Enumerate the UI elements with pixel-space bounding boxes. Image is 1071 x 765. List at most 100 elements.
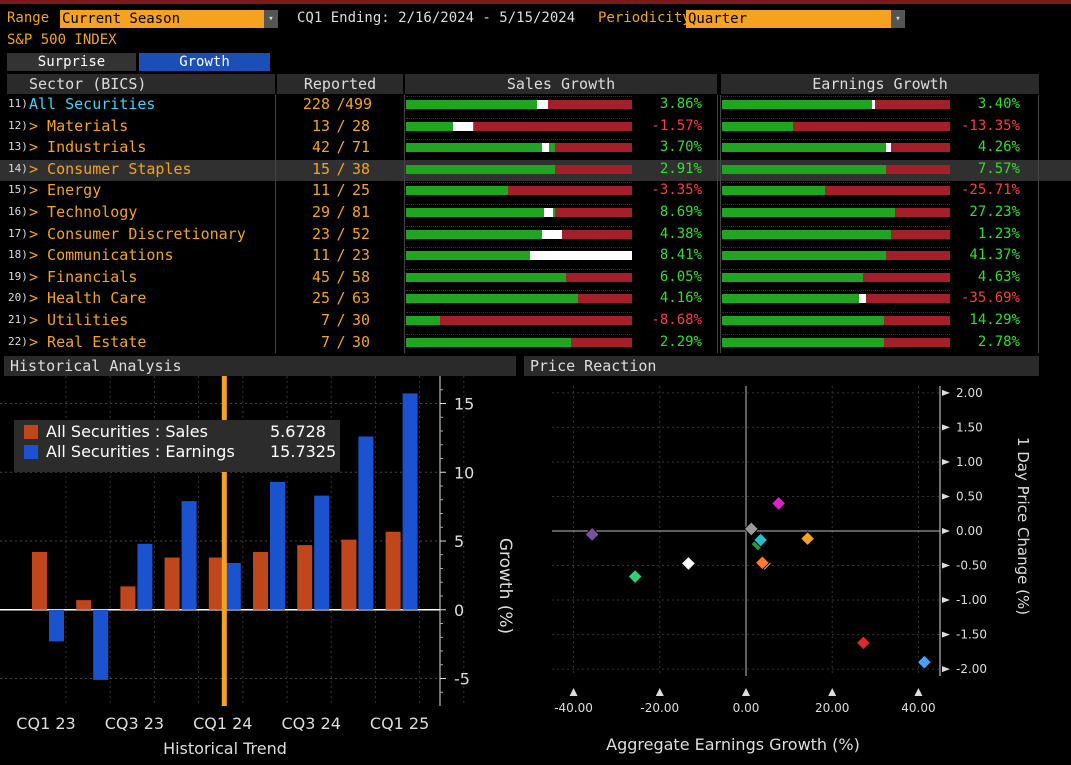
earn-bar-gridline xyxy=(722,333,950,336)
sales-bar-fill xyxy=(406,143,555,153)
legend-swatch xyxy=(24,445,38,459)
reported-count: 42 xyxy=(311,138,330,157)
sector-name[interactable]: > Health Care xyxy=(29,289,147,308)
x-tick-marker xyxy=(914,688,923,696)
earn-bar-gridline xyxy=(722,160,950,163)
highlight-cursor xyxy=(221,376,227,706)
sector-name[interactable]: All Securities xyxy=(29,95,156,113)
y-tick-label: -1.50 xyxy=(956,628,987,642)
sales-bar-track xyxy=(406,160,632,174)
header-sector[interactable]: Sector (BICS) xyxy=(7,74,275,94)
reported-count: 15 xyxy=(311,159,330,178)
earn-bar-gridline xyxy=(722,268,950,271)
sector-name[interactable]: > Communications xyxy=(29,246,174,265)
historical-analysis-title: Historical Analysis xyxy=(4,356,516,376)
table-row[interactable]: 16) > Technology 29 / 81 8.69% 27.23% xyxy=(0,203,1071,225)
sector-name[interactable]: > Consumer Staples xyxy=(29,159,192,178)
table-row[interactable]: 19) > Financials 45 / 58 6.05% 4.63% xyxy=(0,268,1071,290)
table-row[interactable]: 13) > Industrials 42 / 71 3.70% 4.26% xyxy=(0,138,1071,160)
sales-bar-gridline xyxy=(406,333,632,336)
earnings-bar xyxy=(49,609,64,642)
table-row[interactable]: 18) > Communications 11 / 23 8.41% 41.37% xyxy=(0,246,1071,268)
reported-total: 81 xyxy=(351,203,370,221)
x-tick-marker xyxy=(828,688,837,696)
earn-bar-track xyxy=(722,268,950,282)
sales-bar-track xyxy=(406,182,632,196)
earn-bar-fill xyxy=(722,229,891,239)
table-row[interactable]: 14) > Consumer Staples 15 / 38 2.91% 7.57% xyxy=(0,159,1071,182)
tab-surprise[interactable]: Surprise xyxy=(7,53,136,71)
reported-slash: / xyxy=(336,289,346,308)
periodicity-dropdown[interactable]: Quarter xyxy=(686,10,892,28)
row-number: 17) xyxy=(8,226,28,240)
earnings-growth-value: 14.29% xyxy=(969,312,1020,328)
periodicity-label: Periodicity xyxy=(598,10,691,26)
sales-bar-marker xyxy=(537,100,548,109)
x-tick-label: CQ3 23 xyxy=(105,714,164,733)
header-earnings-growth[interactable]: Earnings Growth xyxy=(721,74,1039,94)
earn-bar-gridline xyxy=(722,247,950,249)
y-tick-marker xyxy=(942,493,950,500)
sector-name[interactable]: > Energy xyxy=(29,181,102,200)
range-dropdown[interactable]: Current Season xyxy=(60,10,266,28)
scatter-point xyxy=(916,654,933,670)
earn-bar-gridline xyxy=(722,204,950,206)
y-axis-title: 1 Day Price Change (%) xyxy=(1014,437,1032,615)
earnings-bar xyxy=(225,563,241,610)
earn-bar-track xyxy=(722,225,950,239)
header-sales-growth[interactable]: Sales Growth xyxy=(405,74,717,94)
earn-bar-track xyxy=(722,182,950,196)
sector-name[interactable]: > Financials xyxy=(29,267,138,286)
y-tick-label: -5 xyxy=(454,670,470,689)
table-row[interactable]: 15) > Energy 11 / 25 -3.35% -25.71% xyxy=(0,181,1071,203)
earn-bar-track xyxy=(722,160,950,174)
earn-bar-track xyxy=(722,290,950,304)
table-row[interactable]: 17) > Consumer Discretionary 23 / 52 4.38% 1.2… xyxy=(0,225,1071,247)
sales-growth-value: 3.70% xyxy=(659,139,702,156)
x-tick-label: -20.00 xyxy=(640,701,679,715)
y-tick-marker xyxy=(942,597,950,604)
tab-growth[interactable]: Growth xyxy=(139,53,270,71)
y-tick-marker xyxy=(942,389,950,396)
sector-name[interactable]: > Utilities xyxy=(29,311,129,329)
earnings-growth-value: 3.40% xyxy=(977,96,1020,112)
sales-bar-gridline xyxy=(406,117,632,120)
index-name: S&P 500 INDEX xyxy=(7,32,117,48)
header-reported[interactable]: Reported xyxy=(277,74,403,94)
table-row[interactable]: 21) > Utilities 7 / 30 -8.68% 14.29% xyxy=(0,311,1071,333)
table-row[interactable]: 20) > Health Care 25 / 63 4.16% -35.69% xyxy=(0,289,1071,311)
reported-total: 30 xyxy=(351,332,370,351)
periodicity-dropdown-arrow-icon[interactable]: ▾ xyxy=(891,10,905,28)
x-tick-label: 20.00 xyxy=(815,701,849,715)
scatter-point xyxy=(799,530,816,547)
sales-bar-gridline xyxy=(406,139,632,141)
row-number: 19) xyxy=(8,269,28,283)
table-row[interactable]: 22) > Real Estate 7 / 30 2.29% 2.78% xyxy=(0,333,1071,355)
row-number: 12) xyxy=(8,118,28,132)
range-dropdown-arrow-icon[interactable]: ▾ xyxy=(264,10,278,28)
reported-total: 23 xyxy=(351,246,370,265)
earn-bar-fill xyxy=(722,208,895,217)
sales-bar-gridline xyxy=(406,247,632,249)
sales-bar-gridline xyxy=(406,312,632,314)
sales-bar-track xyxy=(406,312,632,325)
table-row[interactable]: 12) > Materials 13 / 28 -1.57% -13.35% xyxy=(0,117,1071,139)
table-row[interactable]: 11) All Securities 228 /499 3.86% 3.40% xyxy=(0,95,1071,117)
sector-name[interactable]: > Real Estate xyxy=(29,332,147,351)
legend-label: All Securities : Sales xyxy=(46,422,208,441)
sector-name[interactable]: > Industrials xyxy=(29,138,147,157)
earn-bar-fill xyxy=(722,164,886,174)
sector-name[interactable]: > Materials xyxy=(29,116,129,135)
sales-bar-track xyxy=(406,268,632,282)
sales-bar-fill xyxy=(406,272,566,282)
earnings-growth-value: 7.57% xyxy=(977,160,1020,177)
earn-bar-fill xyxy=(722,294,859,304)
price-reaction-title: Price Reaction xyxy=(524,356,1039,376)
reported-total: 25 xyxy=(351,181,370,200)
earn-bar-gridline xyxy=(722,96,950,98)
sector-name[interactable]: > Consumer Discretionary xyxy=(29,224,246,243)
sector-name[interactable]: > Technology xyxy=(29,203,138,221)
earnings-growth-value: 4.26% xyxy=(977,139,1020,156)
sales-bar xyxy=(208,557,224,610)
reported-total: 63 xyxy=(351,289,370,308)
